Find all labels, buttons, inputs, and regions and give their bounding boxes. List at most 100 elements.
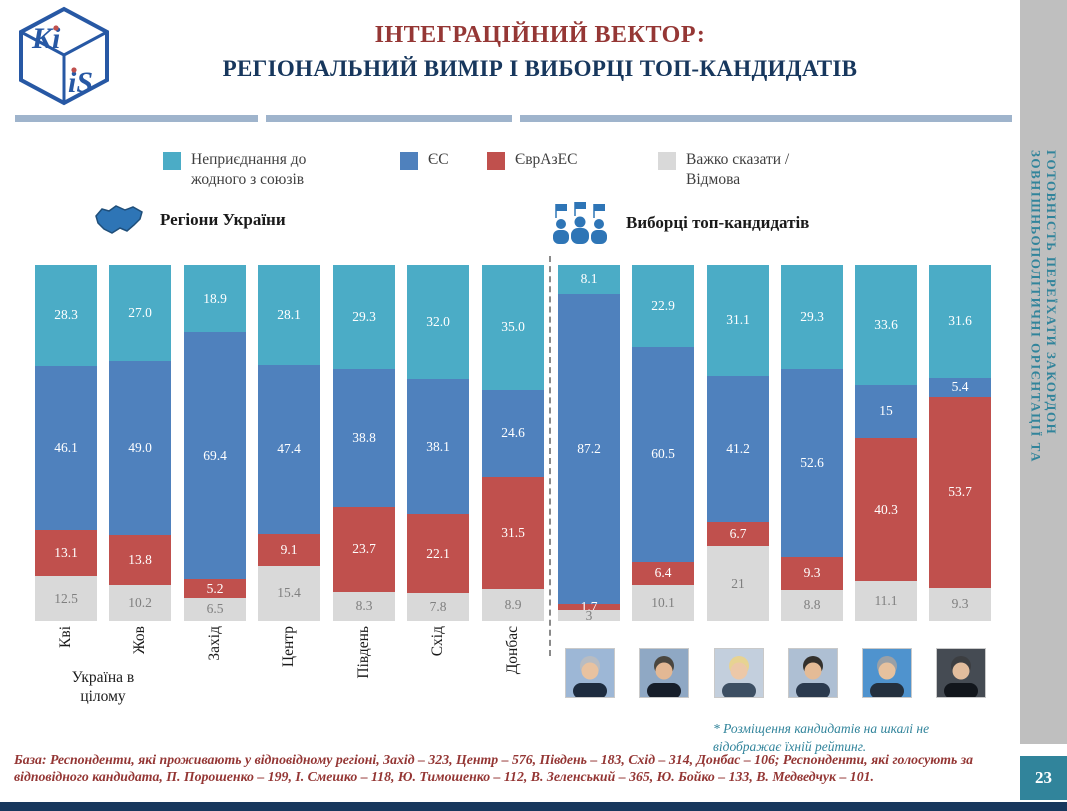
value-label-eaeu-skhid: 22.1 [426,545,450,561]
segment-dk-zelensky: 8.8 [781,589,843,621]
value-label-none-zelensky: 29.3 [800,309,824,325]
kiis-cube-icon: Ki iS [19,6,109,106]
legend-label: ЄврАзЕС [515,151,578,168]
legend-item-eaeu: ЄврАзЕС [487,150,577,170]
slide-title: ІНТЕГРАЦІЙНИЙ ВЕКТОР: РЕГІОНАЛЬНИЙ ВИМІР… [120,22,960,82]
kiis-logo: Ki iS [12,6,116,111]
segment-dk-smeshko: 10.1 [632,584,694,621]
photo-tymoshenko [714,648,764,698]
bar-zelensky: 29.3 52.6 9.3 8.8 [781,265,843,621]
value-label-eaeu-boyko: 40.3 [874,501,898,517]
segment-dk-tsentr: 15.4 [258,566,320,621]
value-label-eu-zakhid: 69.4 [203,447,227,463]
bar-skhid: 32.0 38.1 22.1 7.8 [407,265,469,621]
segment-eaeu-zakhid: 5.2 [184,579,246,598]
segment-eu-skhid: 38.1 [407,378,469,515]
value-label-none-poroshenko: 8.1 [580,271,598,287]
sidebar-vertical-title: ЗОВНІШНЬОПОЛІТИЧНІ ОРІЄНТАЦІЇ ТА ГОТОВНІ… [1020,150,1067,463]
chart-footnote: * Розміщення кандидатів на шкалі не відо… [713,721,930,755]
legend-item-nonalignment: Неприєднання до жодного з союзів [163,150,306,190]
bar-poroshenko: 8.1 87.2 1.7 3 [558,265,620,623]
legend-label: Важко сказати / [686,151,790,168]
segment-dk-zakhid: 6.5 [184,597,246,621]
bar-tsentr: 28.1 47.4 9.1 15.4 [258,265,320,621]
value-label-dk-medvedchuk: 9.3 [951,596,969,612]
value-label-dk-tsentr: 15.4 [277,585,301,601]
value-label-eu-tymoshenko: 41.2 [726,441,750,456]
value-label-eu-medvedchuk: 5.4 [951,379,969,395]
title-divider-segment [520,115,1012,122]
segment-eu-tymoshenko: 41.2 [707,375,769,523]
photo-zelensky [788,648,838,698]
title-divider-segment [15,115,258,122]
value-label-none-zakhid: 18.9 [203,290,227,306]
voters-flags-icon [553,202,607,244]
value-label-eu-zelensky: 52.6 [800,454,824,470]
value-label-none-zhov: 27.0 [128,305,152,321]
segment-none-smeshko: 22.9 [632,265,694,347]
legend-label: ЄС [428,151,449,168]
value-label-none-skhid: 32.0 [426,313,450,329]
value-label-eaeu-smeshko: 6.4 [654,565,672,581]
value-label-dk-boyko: 11.1 [874,593,898,609]
value-label-dk-zhov: 10.2 [128,594,152,610]
segment-dk-medvedchuk: 9.3 [929,587,991,621]
segment-eu-zelensky: 52.6 [781,369,843,557]
segment-eu-boyko: 15 [855,384,917,438]
legend-item-eu: ЄС [400,150,449,170]
value-label-eu-skhid: 38.1 [426,438,450,454]
value-label-none-tsentr: 28.1 [277,307,301,322]
value-label-dk-kvi: 12.5 [54,590,78,606]
candidate-photos-row [30,648,1015,698]
segment-eu-zakhid: 69.4 [184,332,246,580]
segment-dk-zhov: 10.2 [109,584,171,621]
bar-boyko: 33.6 15 40.3 11.1 [855,265,917,621]
bar-zakhid: 18.9 69.4 5.2 6.5 [184,265,246,621]
segment-dk-tymoshenko: 21 [707,546,769,621]
segment-eu-donbas: 24.6 [482,389,544,478]
value-label-eu-pivden: 38.8 [352,430,376,446]
sidebar-title-line-1: ЗОВНІШНЬОПОЛІТИЧНІ ОРІЄНТАЦІЇ ТА [1028,150,1044,463]
bottom-accent-bar [0,802,1067,811]
value-label-none-donbas: 35.0 [501,319,525,335]
segment-dk-skhid: 7.8 [407,593,469,621]
segment-none-pivden: 29.3 [333,265,395,370]
x-label-wrap-kvi: Кві [35,626,97,648]
segment-eaeu-donbas: 31.5 [482,477,544,590]
title-line-2: РЕГІОНАЛЬНИЙ ВИМІР І ВИБОРЦІ ТОП-КАНДИДА… [222,56,858,81]
segment-none-boyko: 33.6 [855,265,917,385]
bar-zhov: 27.0 49.0 13.8 10.2 [109,265,171,621]
value-label-none-boyko: 33.6 [874,316,898,332]
segment-none-donbas: 35.0 [482,265,544,390]
segment-eu-tsentr: 47.4 [258,365,320,534]
segment-none-tymoshenko: 31.1 [707,265,769,376]
legend-swatch-blue [400,152,418,170]
legend-label: жодного з союзів [191,171,305,189]
value-label-dk-poroshenko: 3 [585,607,593,623]
stacked-bar-chart: 28.3 46.1 13.1 12.5 27.0 49.0 13.8 10.2 18.9 69.4… [30,265,1015,623]
value-label-eu-kvi: 46.1 [54,439,78,455]
legend-item-dontknow: Важко сказати / Відмова [658,150,789,190]
title-divider-segment [266,115,512,122]
segment-eaeu-zelensky: 9.3 [781,556,843,590]
ukraine-map-icon [95,205,143,234]
legend-label: Відмова [686,171,741,189]
value-label-eu-donbas: 24.6 [501,425,525,441]
value-label-eaeu-kvi: 13.1 [54,545,78,561]
value-label-none-tymoshenko: 31.1 [726,312,750,328]
photo-boyko [862,648,912,698]
bar-tymoshenko: 31.1 41.2 6.7 21 [707,265,769,621]
section-header-regions: Регіони України [92,202,286,238]
value-label-eaeu-tsentr: 9.1 [280,541,298,557]
value-label-dk-smeshko: 10.1 [651,594,675,610]
value-label-eaeu-donbas: 31.5 [501,525,525,541]
photo-smeshko [639,648,689,698]
bar-medvedchuk: 31.6 5.4 53.7 9.3 [929,265,991,621]
group-separator-dashed-line [549,256,551,656]
segment-none-zelensky: 29.3 [781,265,843,370]
segment-eaeu-skhid: 22.1 [407,514,469,594]
segment-none-tsentr: 28.1 [258,265,320,365]
segment-eu-poroshenko: 87.2 [558,293,620,605]
segment-dk-poroshenko: 3 [558,608,620,623]
value-label-eu-tsentr: 47.4 [277,441,301,457]
